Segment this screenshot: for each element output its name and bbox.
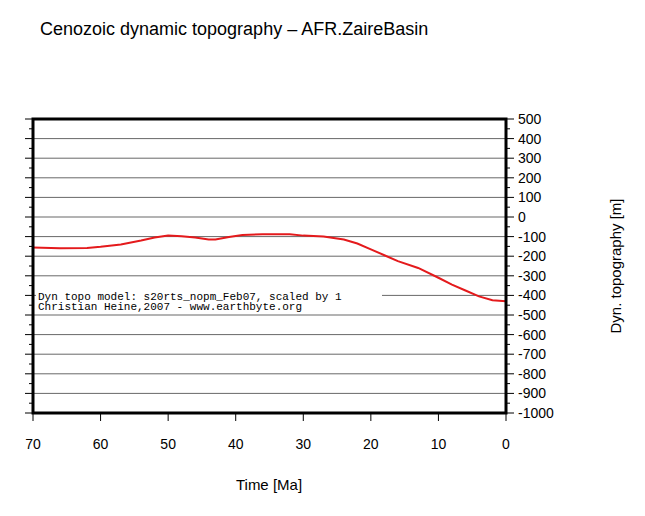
tick-label: 40: [228, 436, 244, 452]
tick-label: 0: [502, 436, 510, 452]
tick-label: -800: [518, 366, 546, 382]
tick-label: -600: [518, 327, 546, 343]
frame: [33, 119, 506, 413]
tick-label: 0: [518, 209, 526, 225]
grid-line: [33, 334, 506, 335]
tick-label: -300: [518, 268, 546, 284]
annotation-box: Dyn topo model: s20rts_nopm_Feb07, scale…: [36, 289, 382, 313]
tick-label: 70: [25, 436, 41, 452]
tick-label: -200: [518, 248, 546, 264]
tick-label: 60: [93, 436, 109, 452]
grid-line: [33, 236, 506, 237]
grid-line: [33, 354, 506, 355]
annotation: Christian Heine,2007 - www.earthbyte.org: [38, 301, 302, 313]
chart: Cenozoic dynamic topography – AFR.ZaireB…: [0, 0, 645, 516]
annotation-bg: [36, 289, 382, 312]
grid-line: [33, 158, 506, 159]
grid-line: [33, 217, 506, 218]
tick-label: 20: [363, 436, 379, 452]
tick-label: 100: [518, 189, 542, 205]
tick-label: 500: [518, 111, 542, 127]
grid-line: [33, 393, 506, 394]
grid-line: [33, 373, 506, 374]
y-axis-label: Dyn. topography [m]: [607, 198, 624, 333]
tick-label: -400: [518, 287, 546, 303]
grid-line: [33, 256, 506, 257]
tick-label: 50: [160, 436, 176, 452]
tick-label: -500: [518, 307, 546, 323]
grid-line: [33, 138, 506, 139]
tick-label: -700: [518, 346, 546, 362]
grid-line: [33, 177, 506, 178]
grid-line: [33, 315, 506, 316]
tick-label: 10: [431, 436, 447, 452]
tick-label: 200: [518, 170, 542, 186]
tick-label: 400: [518, 131, 542, 147]
tick-label: -900: [518, 385, 546, 401]
tick-label: 300: [518, 150, 542, 166]
title: Cenozoic dynamic topography – AFR.ZaireB…: [40, 19, 428, 39]
tick-label: 30: [295, 436, 311, 452]
tick-label: -1000: [518, 405, 554, 421]
tick-label: -100: [518, 229, 546, 245]
grid-line: [33, 197, 506, 198]
x-axis-label: Time [Ma]: [236, 476, 302, 493]
